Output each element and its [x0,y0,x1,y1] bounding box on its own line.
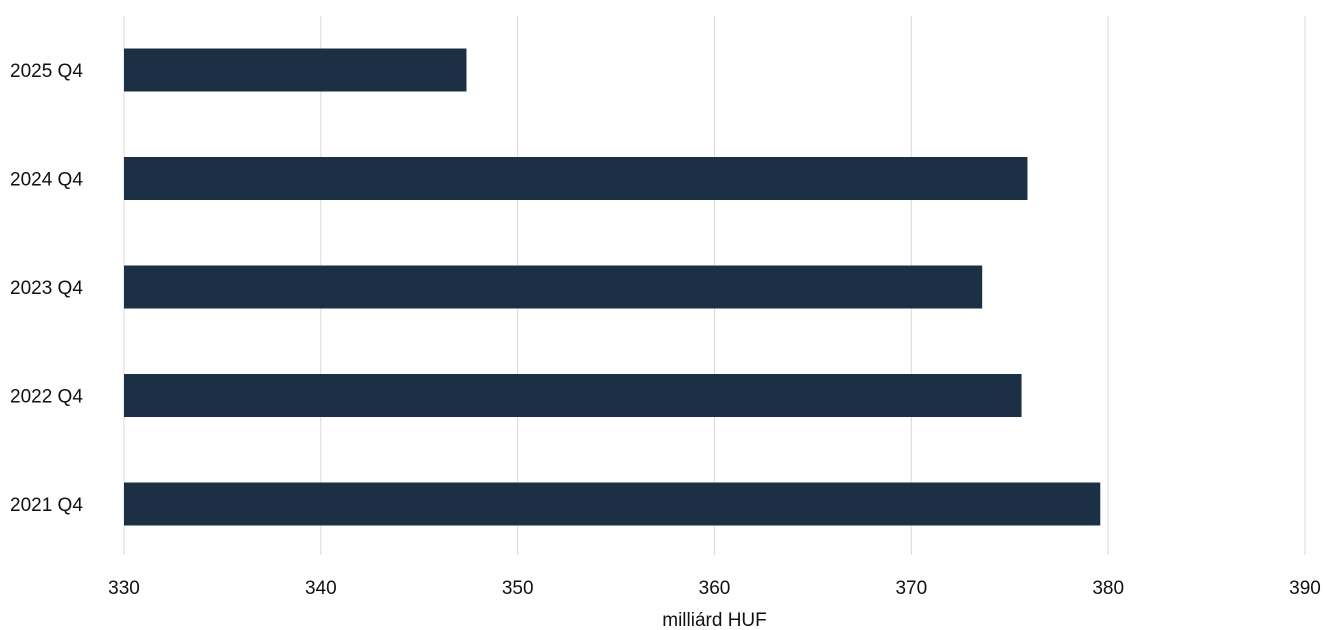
category-label: 2023 Q4 [10,278,83,299]
category-label: 2022 Q4 [10,387,83,408]
x-axis-title: milliárd HUF [662,610,767,630]
bars [124,48,1101,526]
x-tick-label: 360 [699,578,731,599]
x-tick-label: 380 [1092,578,1124,599]
x-tick-label: 330 [108,578,140,599]
bar [124,157,1028,200]
category-labels: 2025 Q4 2024 Q4 2023 Q4 2022 Q4 2021 Q4 [10,61,83,516]
x-tick-label: 370 [895,578,927,599]
bar [124,265,983,309]
x-tick-label: 340 [305,578,337,599]
x-tick-label: 350 [502,578,534,599]
x-tick-label: 390 [1289,578,1321,599]
bar [124,374,1022,417]
category-label: 2021 Q4 [10,495,83,516]
bar [124,48,467,92]
x-tick-labels: 330 340 350 360 370 380 390 [108,578,1321,599]
category-label: 2024 Q4 [10,170,83,191]
category-label: 2025 Q4 [10,61,83,82]
bar [124,482,1101,526]
